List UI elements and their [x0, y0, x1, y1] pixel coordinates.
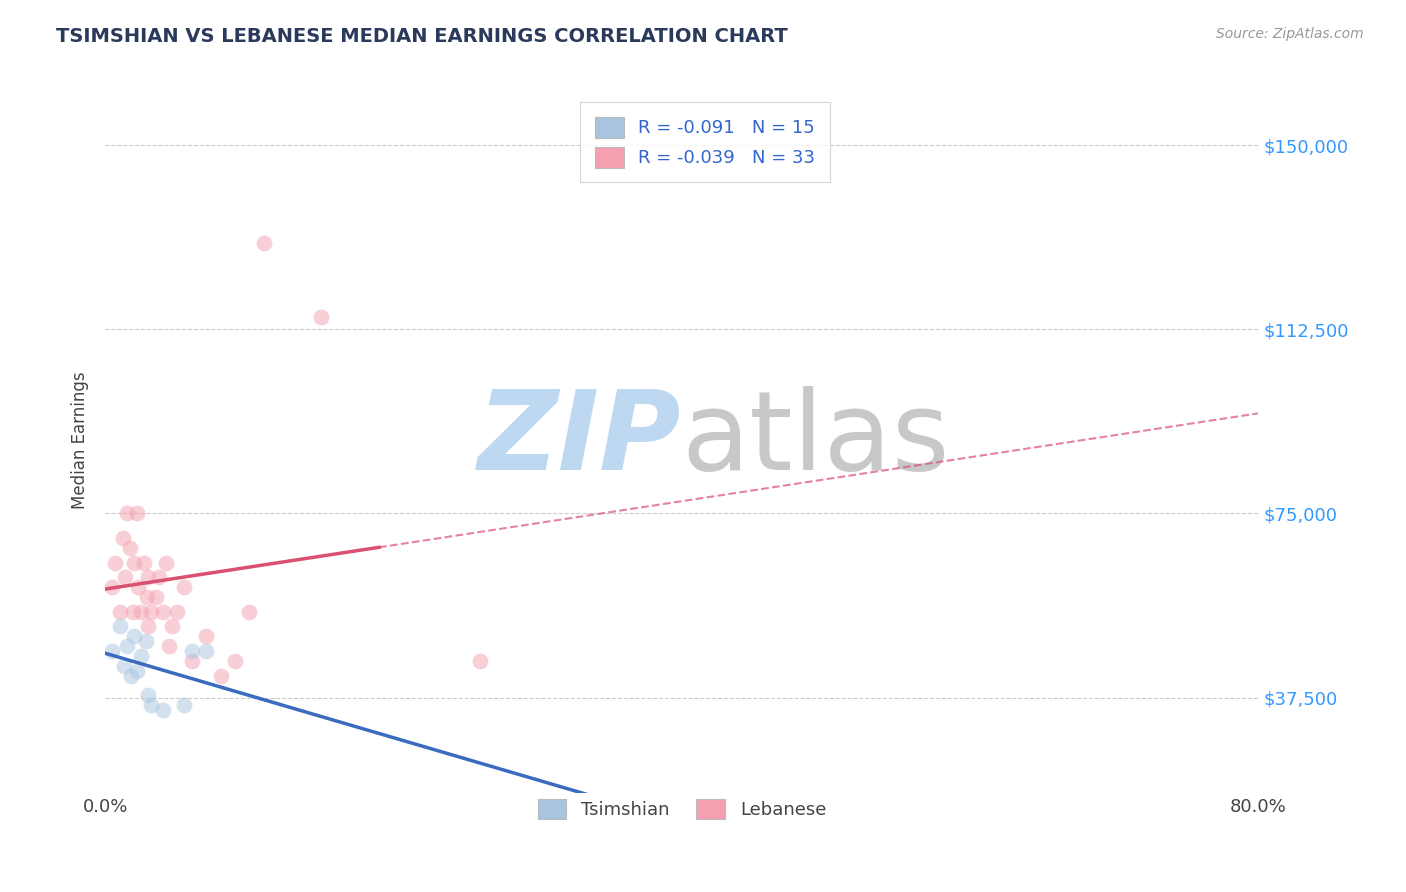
Point — [138, 619, 160, 633]
Point — [104, 556, 127, 570]
Point — [238, 605, 260, 619]
Point — [173, 698, 195, 712]
Point — [152, 605, 174, 619]
Point — [125, 507, 148, 521]
Point — [120, 668, 142, 682]
Point — [115, 507, 138, 521]
Point — [141, 698, 163, 712]
Point — [148, 570, 170, 584]
Point — [118, 541, 141, 555]
Point — [209, 668, 232, 682]
Point — [155, 556, 177, 570]
Point — [122, 556, 145, 570]
Point — [114, 570, 136, 584]
Point — [136, 590, 159, 604]
Point — [122, 629, 145, 643]
Point — [253, 236, 276, 251]
Point — [145, 590, 167, 604]
Text: TSIMSHIAN VS LEBANESE MEDIAN EARNINGS CORRELATION CHART: TSIMSHIAN VS LEBANESE MEDIAN EARNINGS CO… — [56, 27, 787, 45]
Point — [180, 644, 202, 658]
Point — [125, 664, 148, 678]
Point — [195, 644, 218, 658]
Point — [152, 703, 174, 717]
Point — [108, 605, 131, 619]
Point — [101, 644, 124, 658]
Point — [135, 634, 157, 648]
Point — [138, 688, 160, 702]
Point — [112, 658, 135, 673]
Point — [468, 654, 491, 668]
Point — [108, 619, 131, 633]
Text: Source: ZipAtlas.com: Source: ZipAtlas.com — [1216, 27, 1364, 41]
Text: ZIP: ZIP — [478, 386, 682, 493]
Point — [115, 639, 138, 653]
Point — [129, 648, 152, 663]
Point — [134, 556, 156, 570]
Point — [129, 605, 152, 619]
Point — [141, 605, 163, 619]
Point — [157, 639, 180, 653]
Point — [166, 605, 188, 619]
Point — [180, 654, 202, 668]
Point — [127, 580, 149, 594]
Point — [311, 310, 333, 325]
Y-axis label: Median Earnings: Median Earnings — [72, 371, 89, 508]
Legend: Tsimshian, Lebanese: Tsimshian, Lebanese — [523, 784, 841, 834]
Point — [224, 654, 246, 668]
Point — [173, 580, 195, 594]
Point — [121, 605, 143, 619]
Point — [138, 570, 160, 584]
Point — [111, 531, 134, 545]
Point — [195, 629, 218, 643]
Point — [160, 619, 183, 633]
Point — [101, 580, 124, 594]
Text: atlas: atlas — [682, 386, 950, 493]
